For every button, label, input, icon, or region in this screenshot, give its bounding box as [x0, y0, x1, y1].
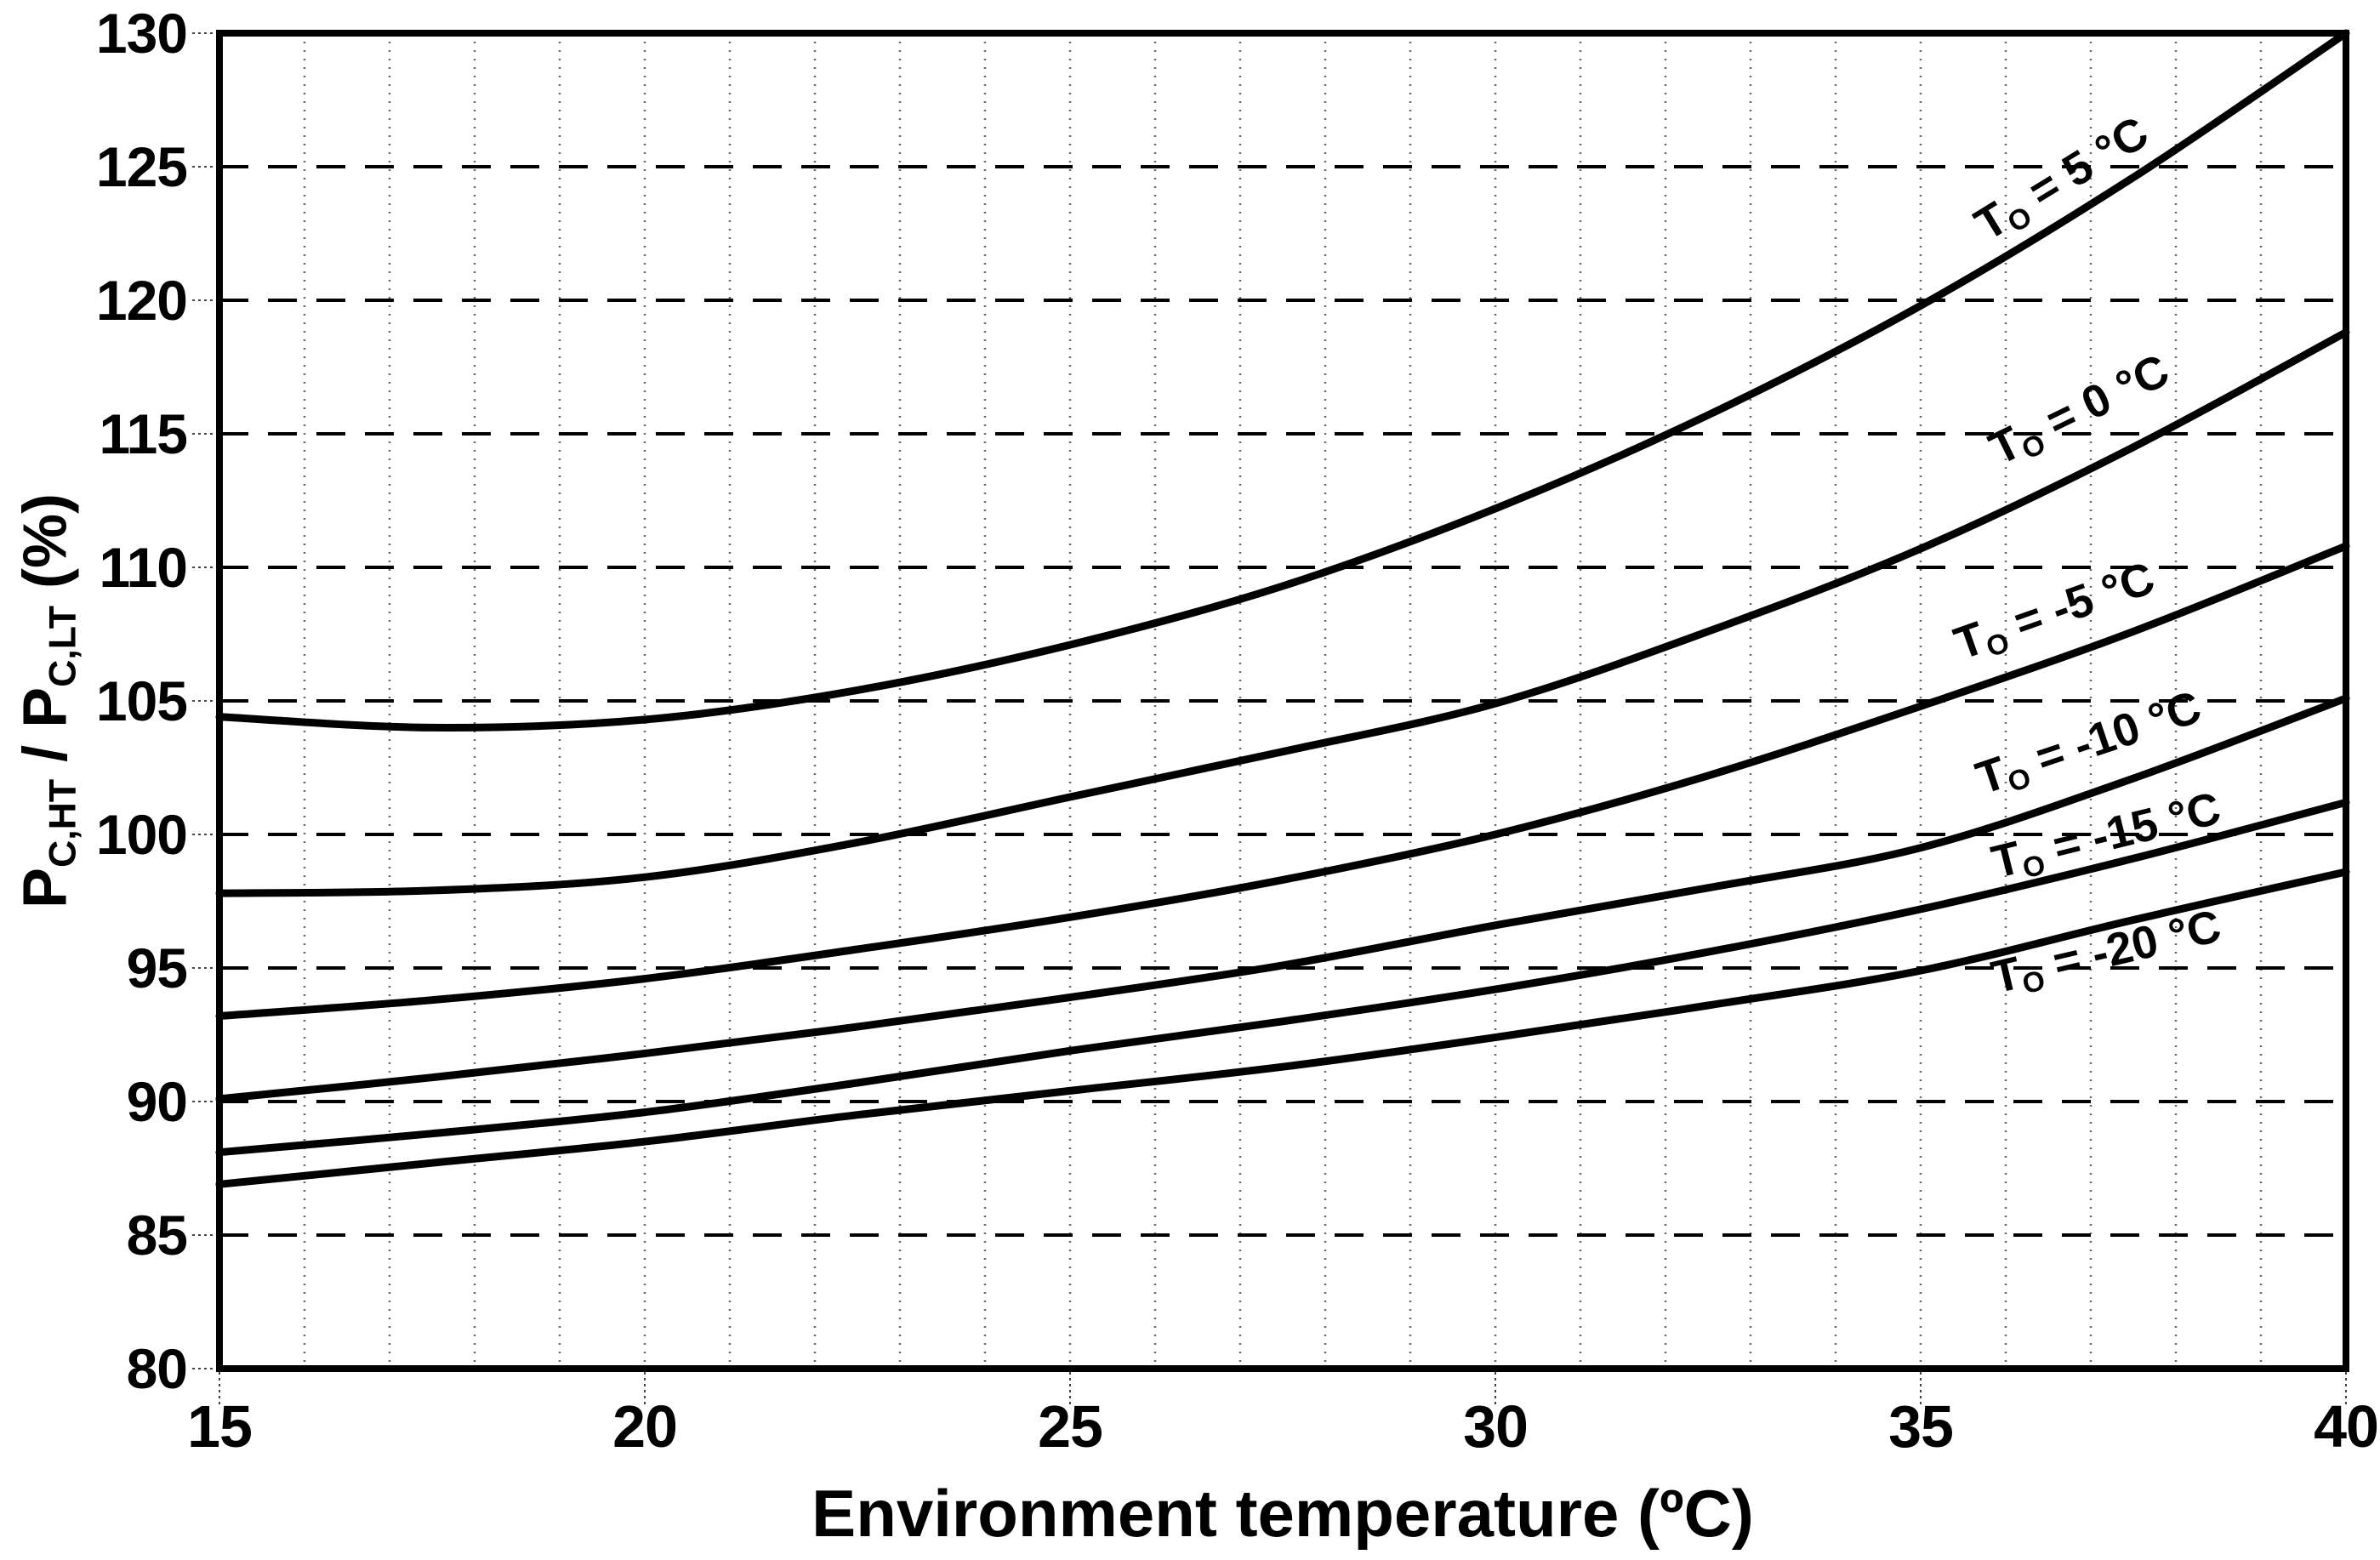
y-title-text: P — [11, 867, 80, 909]
y-tick-label: 85 — [126, 1204, 188, 1267]
y-tick-label: 115 — [99, 402, 188, 465]
y-tick-label: 100 — [95, 803, 188, 866]
y-title-subscript: C,LT — [42, 605, 84, 687]
x-tick-label: 15 — [187, 1393, 253, 1460]
series-curves — [215, 29, 2350, 1188]
x-tick-label: 40 — [2314, 1393, 2379, 1460]
y-title-text: (%) — [11, 492, 80, 606]
series-line — [215, 868, 2350, 1188]
x-tick-label: 20 — [612, 1393, 678, 1460]
y-tick-label: 80 — [126, 1337, 188, 1400]
horizontal-gridlines — [219, 165, 2346, 1237]
y-tick-label: 105 — [95, 669, 188, 732]
y-tick-label: 110 — [99, 536, 188, 599]
axis-ticks — [192, 32, 2347, 1408]
series-line — [215, 328, 2350, 897]
series-line — [215, 694, 2350, 1103]
y-tick-label: 130 — [95, 2, 188, 65]
series-line — [215, 798, 2350, 1157]
y-tick-label: 120 — [95, 269, 188, 332]
y-axis-title: PC,HT / PC,LT (%) — [11, 493, 97, 908]
y-tick-label: 125 — [95, 135, 188, 198]
x-axis-title: Environment temperature (ºC) — [811, 1476, 1754, 1551]
y-title-subscript: C,HT — [42, 778, 84, 868]
y-title-text: / P — [11, 686, 80, 779]
series-line — [215, 542, 2350, 1020]
plot-border — [216, 30, 2349, 1372]
y-tick-label: 90 — [126, 1070, 188, 1133]
x-tick-label: 25 — [1038, 1393, 1103, 1460]
y-tick-label: 95 — [126, 937, 188, 999]
vertical-gridlines — [303, 33, 2263, 1369]
x-tick-label: 30 — [1463, 1393, 1529, 1460]
x-tick-label: 35 — [1888, 1393, 1954, 1460]
series-line — [215, 29, 2350, 732]
